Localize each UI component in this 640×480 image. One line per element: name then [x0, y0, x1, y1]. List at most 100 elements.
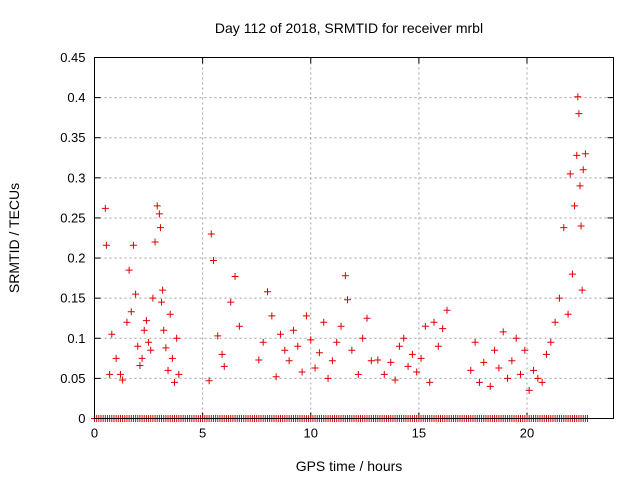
data-point	[153, 202, 161, 210]
y-tick-label: 0.2	[67, 251, 85, 266]
data-point	[112, 354, 120, 362]
data-point	[134, 342, 142, 350]
data-point	[302, 312, 310, 320]
data-point	[495, 364, 503, 372]
y-axis-label: SRMTID / TECUs	[6, 183, 22, 293]
data-point	[374, 356, 382, 364]
y-tick-label: 0.25	[60, 210, 85, 225]
data-point	[231, 273, 239, 281]
data-point	[564, 310, 572, 318]
data-point	[576, 182, 584, 190]
y-tick-label: 0.05	[60, 371, 85, 386]
data-point	[417, 354, 425, 362]
data-point	[268, 312, 276, 320]
data-point	[289, 326, 297, 334]
data-point	[123, 318, 131, 326]
data-point	[207, 230, 215, 238]
data-point	[555, 294, 563, 302]
data-point	[434, 342, 442, 350]
data-point	[534, 374, 542, 382]
chart-title: Day 112 of 2018, SRMTID for receiver mrb…	[215, 20, 483, 36]
data-point	[551, 318, 559, 326]
data-point	[168, 354, 176, 362]
data-point	[400, 334, 408, 342]
y-tick-label: 0	[78, 411, 85, 426]
data-point	[125, 266, 133, 274]
data-point	[264, 288, 271, 296]
data-point	[475, 378, 483, 386]
data-point	[578, 286, 586, 294]
y-tick-label: 0.45	[60, 50, 85, 65]
data-point	[166, 310, 174, 318]
data-point	[467, 366, 475, 374]
data-point	[127, 308, 135, 316]
data-point	[577, 222, 585, 230]
data-point	[568, 270, 576, 278]
data-point	[426, 378, 434, 386]
data-point	[359, 334, 367, 342]
data-point	[220, 362, 228, 370]
data-point	[162, 344, 170, 352]
data-point	[315, 349, 323, 357]
data-point	[158, 298, 166, 306]
data-point	[404, 362, 412, 370]
data-point	[218, 350, 226, 358]
data-point	[102, 241, 110, 249]
data-point	[101, 204, 109, 212]
data-point	[298, 368, 306, 376]
data-point	[387, 358, 395, 366]
data-point	[140, 326, 148, 334]
data-point	[571, 202, 579, 210]
data-point	[119, 376, 127, 384]
x-tick-label: 20	[520, 426, 534, 441]
x-axis-label: GPS time / hours	[296, 458, 403, 474]
data-point	[138, 354, 146, 362]
data-point	[529, 366, 537, 374]
data-point	[281, 346, 289, 354]
plot-frame	[94, 57, 614, 419]
data-point	[136, 362, 144, 370]
data-point	[486, 382, 494, 390]
data-point	[566, 170, 574, 178]
data-point	[408, 350, 416, 358]
data-point	[156, 224, 164, 232]
data-point	[173, 334, 181, 342]
data-point	[160, 326, 168, 334]
data-point	[285, 357, 293, 365]
data-point	[337, 322, 345, 330]
data-point	[132, 290, 140, 298]
grid-lines	[94, 57, 614, 419]
data-point	[363, 314, 371, 322]
data-point	[480, 358, 488, 366]
data-point	[439, 325, 447, 333]
data-point	[344, 296, 352, 304]
data-point	[151, 238, 159, 246]
x-tick-label: 10	[304, 426, 318, 441]
data-point	[149, 294, 157, 302]
axis-ticks: 0 0.05 0.1 0.15 0.2 0.25 0.3 0.35 0.4 0.45 0 5 10 15 2…	[60, 50, 614, 441]
data-point	[525, 386, 533, 394]
y-tick-label: 0.4	[67, 90, 85, 105]
data-point	[443, 306, 451, 314]
data-point	[272, 373, 280, 381]
data-point	[579, 166, 587, 174]
data-point	[311, 364, 319, 372]
data-point	[367, 357, 375, 365]
x-tick-label: 15	[412, 426, 426, 441]
data-point	[106, 370, 114, 378]
data-point	[354, 370, 362, 378]
data-point	[430, 318, 438, 326]
data-point	[391, 376, 399, 384]
data-point	[294, 342, 302, 350]
data-point	[560, 224, 568, 232]
data-point	[574, 93, 582, 101]
data-point	[147, 346, 155, 354]
y-tick-label: 0.35	[60, 130, 85, 145]
data-point	[116, 370, 124, 378]
data-point	[255, 356, 263, 364]
data-point	[542, 350, 550, 358]
data-point	[227, 298, 235, 306]
data-point	[320, 318, 328, 326]
data-point	[341, 272, 349, 280]
data-point	[575, 110, 583, 118]
